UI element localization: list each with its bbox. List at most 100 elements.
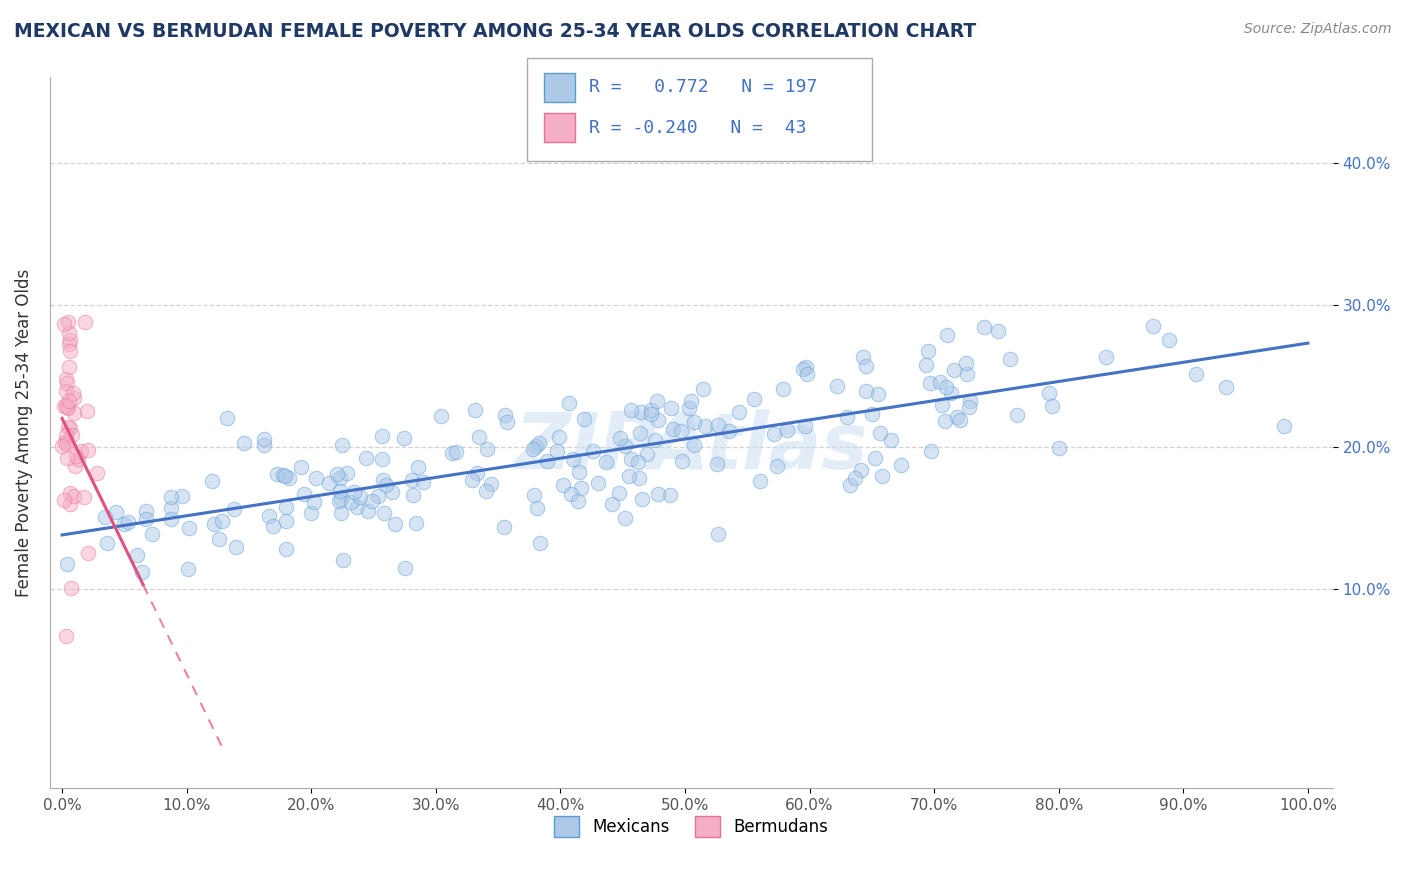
Point bbox=[869, 426, 891, 441]
Point bbox=[384, 517, 406, 532]
Point bbox=[494, 409, 516, 423]
Point bbox=[59, 486, 82, 500]
Point bbox=[707, 418, 730, 433]
Point bbox=[55, 434, 77, 449]
Point bbox=[76, 404, 98, 418]
Point bbox=[55, 629, 77, 643]
Point bbox=[681, 394, 703, 409]
Point bbox=[202, 517, 225, 532]
Point bbox=[232, 436, 254, 450]
Point bbox=[62, 489, 84, 503]
Point bbox=[273, 467, 295, 482]
Point bbox=[330, 491, 353, 506]
Point bbox=[692, 383, 714, 397]
Point bbox=[494, 519, 516, 533]
Point bbox=[276, 500, 298, 514]
Point bbox=[253, 432, 276, 446]
Point bbox=[225, 541, 247, 555]
Point bbox=[405, 516, 427, 531]
Point bbox=[430, 409, 453, 424]
Point bbox=[274, 468, 297, 483]
Point bbox=[62, 386, 84, 401]
Point bbox=[467, 430, 489, 444]
Point bbox=[627, 455, 650, 469]
Point bbox=[920, 444, 942, 458]
Point bbox=[328, 493, 350, 508]
Point bbox=[957, 401, 980, 415]
Point bbox=[105, 504, 128, 518]
Point bbox=[640, 402, 662, 417]
Point bbox=[131, 566, 153, 580]
Point bbox=[917, 344, 939, 359]
Point bbox=[58, 326, 80, 341]
Point bbox=[222, 501, 245, 516]
Point bbox=[536, 454, 558, 468]
Point bbox=[441, 446, 464, 460]
Point bbox=[135, 504, 157, 518]
Point bbox=[112, 516, 135, 531]
Point bbox=[59, 343, 82, 358]
Point bbox=[53, 317, 76, 331]
Point bbox=[935, 327, 957, 342]
Point bbox=[343, 485, 366, 500]
Point bbox=[257, 509, 280, 524]
Point bbox=[94, 509, 117, 524]
Text: R = -0.240   N =  43: R = -0.240 N = 43 bbox=[589, 119, 807, 136]
Point bbox=[266, 467, 288, 482]
Point bbox=[160, 512, 183, 526]
Point bbox=[659, 401, 682, 415]
Point bbox=[58, 337, 80, 351]
Point bbox=[794, 359, 817, 374]
Point bbox=[474, 484, 496, 499]
Point bbox=[613, 439, 636, 453]
Point bbox=[987, 324, 1010, 338]
Point bbox=[357, 504, 380, 518]
Point bbox=[860, 407, 883, 421]
Point bbox=[1157, 333, 1180, 347]
Point bbox=[290, 459, 312, 474]
Point bbox=[647, 487, 669, 501]
Point bbox=[742, 392, 765, 406]
Point bbox=[53, 434, 76, 449]
Point bbox=[299, 506, 322, 520]
Point bbox=[58, 393, 80, 408]
Point bbox=[332, 552, 354, 566]
Point bbox=[59, 421, 82, 435]
Y-axis label: Female Poverty Among 25-34 Year Olds: Female Poverty Among 25-34 Year Olds bbox=[15, 268, 32, 597]
Point bbox=[86, 466, 108, 480]
Point bbox=[329, 484, 352, 499]
Point bbox=[794, 419, 817, 434]
Point bbox=[934, 414, 956, 428]
Point bbox=[367, 489, 389, 503]
Point bbox=[630, 405, 652, 419]
Point bbox=[1000, 352, 1022, 367]
Point bbox=[253, 438, 276, 452]
Point bbox=[852, 350, 875, 364]
Point bbox=[1047, 442, 1070, 456]
Point bbox=[177, 521, 200, 535]
Point bbox=[837, 409, 859, 424]
Point bbox=[59, 497, 82, 511]
Point bbox=[636, 447, 658, 461]
Point bbox=[394, 431, 416, 445]
Point bbox=[55, 372, 77, 386]
Point bbox=[678, 401, 700, 416]
Point bbox=[849, 463, 872, 477]
Point bbox=[1005, 408, 1028, 422]
Point bbox=[870, 469, 893, 483]
Point bbox=[1215, 380, 1237, 394]
Point bbox=[73, 490, 96, 504]
Point bbox=[302, 495, 325, 509]
Point bbox=[65, 450, 87, 464]
Point bbox=[602, 497, 624, 511]
Point bbox=[855, 359, 877, 373]
Point bbox=[56, 376, 79, 391]
Text: Source: ZipAtlas.com: Source: ZipAtlas.com bbox=[1244, 22, 1392, 37]
Point bbox=[546, 444, 568, 458]
Point bbox=[628, 425, 651, 440]
Point bbox=[718, 424, 741, 438]
Point bbox=[56, 420, 79, 434]
Point bbox=[863, 450, 886, 465]
Point bbox=[96, 536, 118, 550]
Point bbox=[955, 355, 977, 369]
